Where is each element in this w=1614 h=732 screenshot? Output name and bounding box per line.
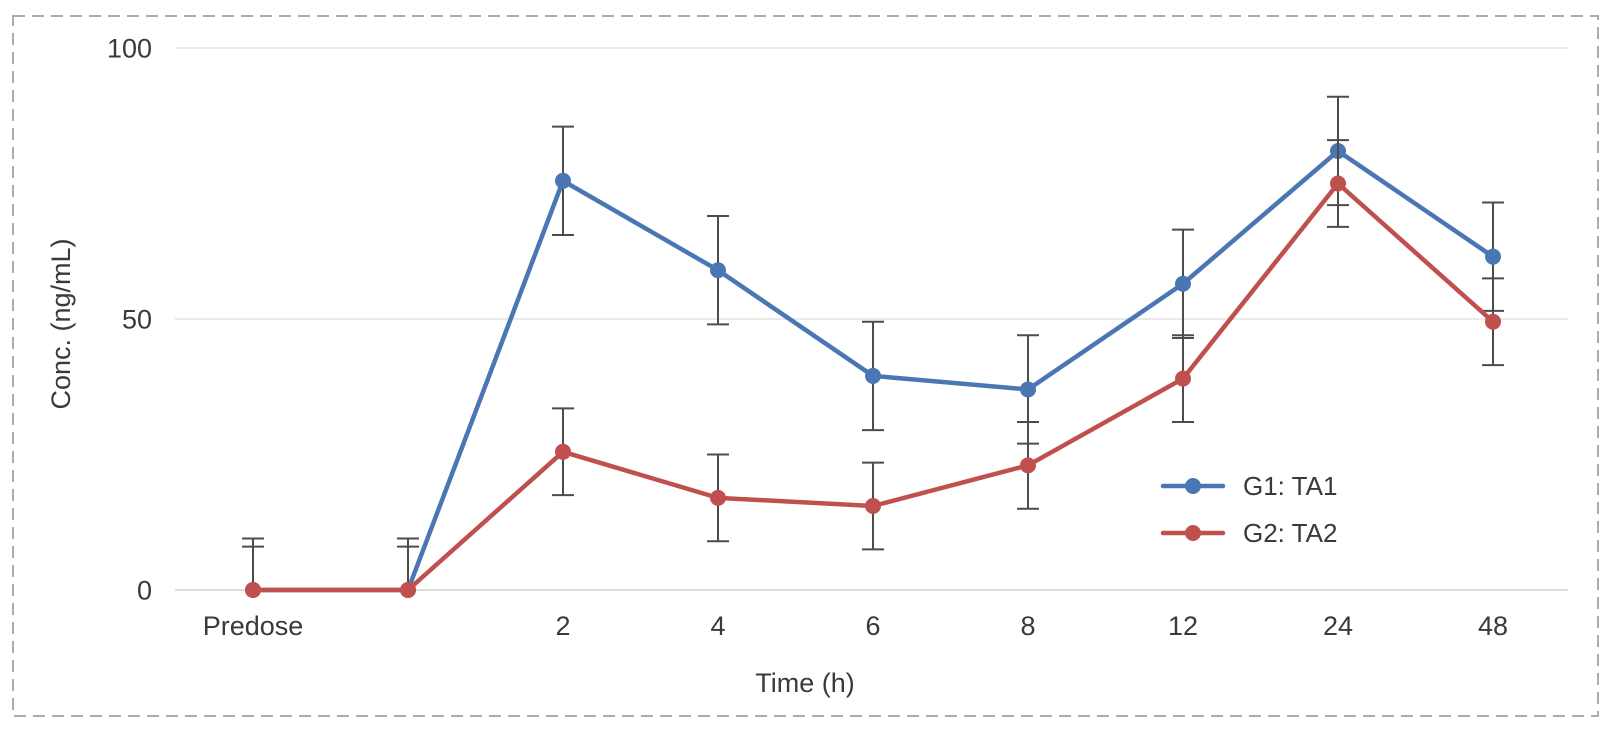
data-point xyxy=(555,172,571,189)
x-tick-label: 6 xyxy=(865,611,880,641)
data-point xyxy=(1020,381,1036,398)
data-point xyxy=(710,262,726,279)
legend: G1: TA1 G2: TA2 xyxy=(1160,471,1337,548)
x-tick-label: 48 xyxy=(1478,611,1508,641)
x-tick-label: 12 xyxy=(1168,611,1198,641)
data-point xyxy=(1485,248,1501,265)
legend-item: G1: TA1 xyxy=(1160,471,1337,501)
legend-marker xyxy=(1185,525,1201,541)
data-point xyxy=(555,443,571,460)
series-2 xyxy=(242,139,1504,598)
x-tick-label: Predose xyxy=(203,611,304,641)
data-point xyxy=(865,497,881,514)
data-point xyxy=(245,582,261,598)
x-tick-label: 8 xyxy=(1020,611,1035,641)
legend-label: G1: TA1 xyxy=(1243,471,1337,501)
x-tick-label: 24 xyxy=(1323,611,1353,641)
figure-border xyxy=(12,15,1599,717)
y-tick-label: 50 xyxy=(122,304,152,334)
data-point xyxy=(1175,275,1191,292)
x-tick-label: 2 xyxy=(555,611,570,641)
data-point xyxy=(710,489,726,506)
y-tick-label: 100 xyxy=(107,33,152,63)
legend-label: G2: TA2 xyxy=(1243,518,1337,548)
legend-item: G2: TA2 xyxy=(1160,518,1337,548)
y-tick-label: 0 xyxy=(137,575,152,605)
data-point xyxy=(1020,457,1036,474)
x-tick-label: 4 xyxy=(710,611,725,641)
x-axis-title: Time (h) xyxy=(755,668,855,698)
data-point xyxy=(1485,313,1501,330)
data-point xyxy=(1330,175,1346,192)
legend-marker xyxy=(1185,478,1201,494)
data-point xyxy=(865,367,881,384)
data-point xyxy=(400,582,416,598)
data-point xyxy=(1175,370,1191,387)
y-axis-title: Conc. (ng/mL) xyxy=(46,238,76,409)
